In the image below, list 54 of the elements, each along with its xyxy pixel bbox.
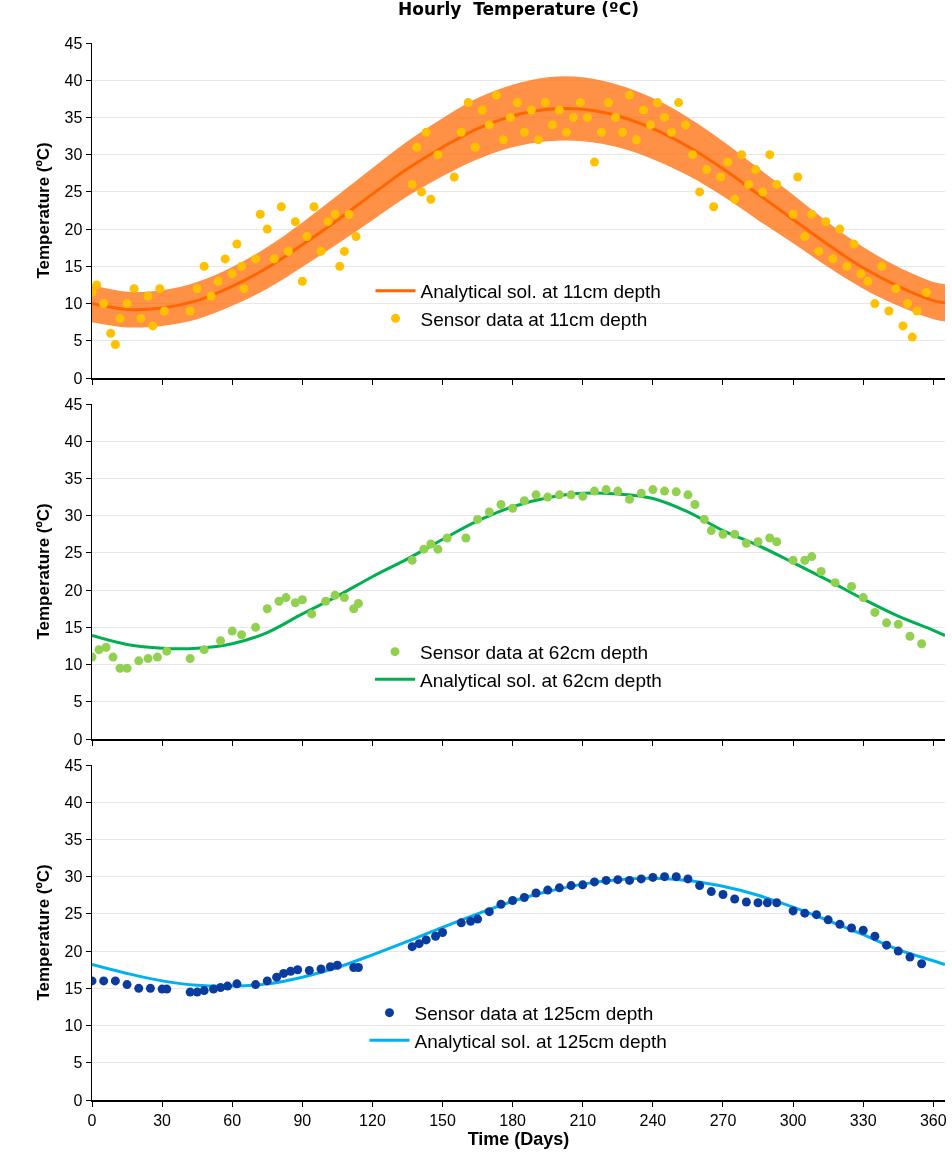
y-tick-label: 25 <box>64 544 83 562</box>
x-tick-label: 240 <box>639 1111 667 1129</box>
x-tick-label: 360 <box>919 1111 947 1129</box>
y-tick-label: 10 <box>64 1017 83 1035</box>
x-tick-label: 30 <box>153 1111 172 1129</box>
x-tick-label: 0 <box>87 1111 97 1129</box>
x-tick-label: 270 <box>709 1111 737 1129</box>
y-tick-label: 5 <box>73 1054 83 1072</box>
x-tick-label: 210 <box>569 1111 597 1129</box>
y-tick-label: 40 <box>64 71 83 89</box>
y-axis-title: Temperature (ºC) <box>34 142 54 279</box>
x-tick-label: 150 <box>429 1111 456 1129</box>
legend-label: Analytical sol. at 11cm depth <box>420 281 661 303</box>
legend-label: Sensor data at 62cm depth <box>420 642 649 664</box>
y-tick-label: 35 <box>64 470 83 488</box>
x-tick-label: 90 <box>293 1111 312 1129</box>
legend-label: Sensor data at 125cm depth <box>414 1003 654 1025</box>
x-tick-label: 180 <box>499 1111 527 1129</box>
y-tick-label: 5 <box>73 332 83 350</box>
y-tick-label: 15 <box>64 257 83 275</box>
y-axis-title: Temperature (ºC) <box>34 864 54 1001</box>
y-tick-label: 5 <box>73 693 83 711</box>
y-tick-label: 45 <box>64 756 83 774</box>
y-tick-label: 35 <box>64 109 83 127</box>
y-axis-title: Temperature (ºC) <box>34 503 54 640</box>
y-tick-label: 25 <box>64 905 83 923</box>
y-tick-label: 0 <box>73 369 83 387</box>
y-tick-label: 40 <box>64 793 83 811</box>
y-tick-label: 20 <box>64 581 83 599</box>
chart-title: Hourly Temperature (ºC) <box>398 0 639 19</box>
y-tick-label: 15 <box>64 979 83 997</box>
y-tick-label: 20 <box>64 220 83 238</box>
x-tick-label: 330 <box>849 1111 877 1129</box>
y-tick-label: 20 <box>64 942 83 960</box>
x-tick-label: 60 <box>223 1111 242 1129</box>
y-tick-label: 0 <box>73 730 83 748</box>
y-tick-label: 0 <box>73 1091 83 1109</box>
x-tick-label: 300 <box>779 1111 807 1129</box>
y-tick-label: 30 <box>64 868 83 886</box>
y-tick-label: 35 <box>64 831 83 849</box>
y-tick-label: 10 <box>64 295 83 313</box>
x-tick-label: 120 <box>359 1111 386 1129</box>
y-tick-label: 25 <box>64 183 83 201</box>
y-tick-label: 45 <box>64 395 83 413</box>
legend-label: Analytical sol. at 62cm depth <box>420 669 662 691</box>
y-tick-label: 10 <box>64 656 83 674</box>
y-tick-label: 15 <box>64 618 83 636</box>
legend-label: Analytical sol. at 125cm depth <box>414 1030 667 1052</box>
y-tick-label: 45 <box>64 34 83 52</box>
y-tick-label: 30 <box>64 507 83 525</box>
y-tick-label: 40 <box>64 432 83 450</box>
y-tick-label: 30 <box>64 146 83 164</box>
legend-label: Sensor data at 11cm depth <box>420 308 648 330</box>
x-axis-title: Time (Days) <box>467 1128 570 1149</box>
